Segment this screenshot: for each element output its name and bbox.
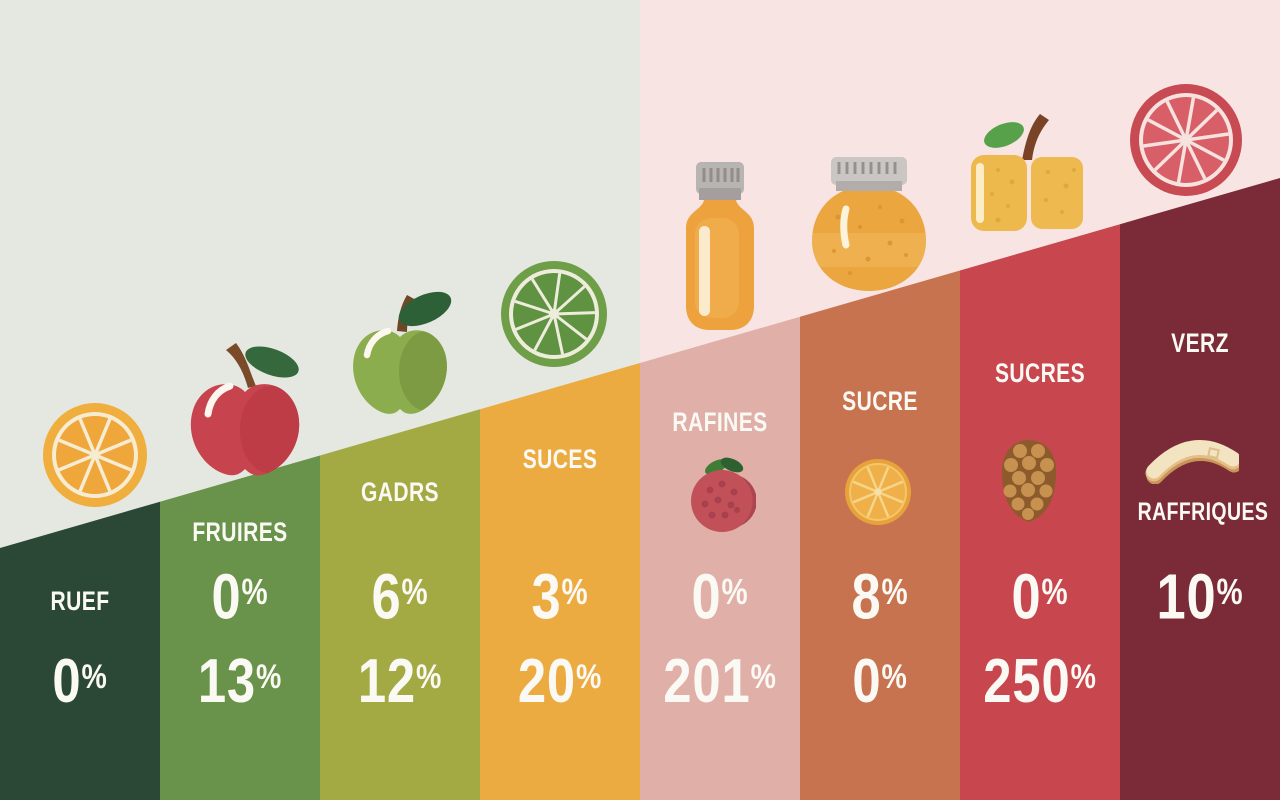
orange-slice-small-icon xyxy=(845,459,911,525)
column-label: GADRS xyxy=(360,477,439,507)
column-label: RAFINES xyxy=(672,407,768,437)
column-value-bottom: 20% xyxy=(517,646,603,716)
column-value-mid: 0% xyxy=(1011,560,1069,633)
column-value-bottom: 0% xyxy=(852,646,908,716)
column-label: SUCRE xyxy=(842,386,918,416)
column-label: SUCRES xyxy=(994,358,1086,388)
column-label: VERZ xyxy=(1171,328,1229,358)
column-fruires: FRUIRES 0% 13% xyxy=(160,455,320,800)
sugar-cube-fruit-icon xyxy=(971,114,1083,231)
column-value-mid: 6% xyxy=(371,560,429,633)
column-value-mid: 8% xyxy=(851,560,909,633)
column-verz-raffriques: VERZ RAFFRIQUES 10% xyxy=(1120,178,1280,800)
column-value-bottom: 0% xyxy=(52,646,108,716)
green-apple-icon xyxy=(353,291,452,414)
column-sublabel: RAFFRIQUES xyxy=(1137,498,1269,526)
column-value-bottom: 13% xyxy=(197,646,283,716)
column-label: SUCES xyxy=(522,444,598,474)
column-value-bottom: 201% xyxy=(663,646,777,716)
column-label: RUEF xyxy=(50,586,110,616)
grapefruit-slice-icon xyxy=(1130,84,1242,196)
column-ruef: RUEF 0% xyxy=(0,501,160,800)
column-value-mid: 3% xyxy=(531,560,589,633)
column-label: FRUIRES xyxy=(192,517,288,547)
column-sucre: SUCRE 8% 0% xyxy=(800,270,960,800)
column-value-bottom: 250% xyxy=(983,646,1097,716)
column-gadrs: GADRS 6% 12% xyxy=(320,409,480,800)
berry-cluster-icon xyxy=(1002,440,1056,522)
berry-icon xyxy=(691,457,756,532)
column-value-mid: 0% xyxy=(691,560,749,633)
column-value-mid: 0% xyxy=(211,560,269,633)
column-value-bottom: 12% xyxy=(357,646,443,716)
column-suces: SUCES 3% 20% xyxy=(480,363,640,800)
red-apple-icon xyxy=(190,343,300,476)
lime-slice-icon xyxy=(501,261,607,367)
column-rafines: RAFINES 0% 201% xyxy=(640,316,800,800)
juice-bottle-icon xyxy=(686,162,754,330)
orange-slice-icon xyxy=(43,403,147,507)
column-value-mid: 10% xyxy=(1156,560,1244,633)
honey-jar-icon xyxy=(812,157,926,291)
banana-slice-icon xyxy=(1145,439,1239,484)
